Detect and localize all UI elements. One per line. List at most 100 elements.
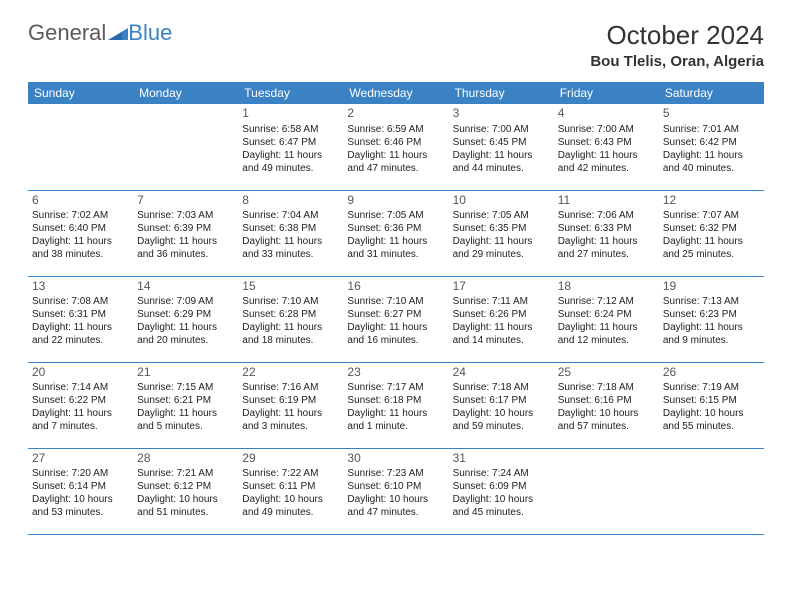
sunset-text: Sunset: 6:33 PM: [558, 222, 655, 235]
sunrise-text: Sunrise: 7:08 AM: [32, 295, 129, 308]
calendar-day-cell: 20Sunrise: 7:14 AMSunset: 6:22 PMDayligh…: [28, 362, 133, 448]
day-number: 28: [137, 451, 234, 467]
daylight-text: Daylight: 10 hours and 49 minutes.: [242, 493, 339, 519]
day-number: 9: [347, 193, 444, 209]
calendar-week-row: 20Sunrise: 7:14 AMSunset: 6:22 PM Dayligh…: [28, 362, 764, 448]
calendar-day-cell: 19Sunrise: 7:13 AMSunset: 6:23 PMDayligh…: [659, 276, 764, 362]
day-number: 26: [663, 365, 760, 381]
calendar-week-row: 13Sunrise: 7:08 AMSunset: 6:31 PM Dayligh…: [28, 276, 764, 362]
calendar-day-cell: 26Sunrise: 7:19 AMSunset: 6:15 PMDayligh…: [659, 362, 764, 448]
sunrise-text: Sunrise: 7:16 AM: [242, 381, 339, 394]
day-number: 4: [558, 106, 655, 122]
weekday-header: Wednesday: [343, 82, 448, 104]
calendar-day-cell: 6Sunrise: 7:02 AMSunset: 6:40 PMDaylight…: [28, 190, 133, 276]
calendar-day-cell: 24Sunrise: 7:18 AMSunset: 6:17 PMDayligh…: [449, 362, 554, 448]
calendar-week-row: 27Sunrise: 7:20 AMSunset: 6:14 PMDayligh…: [28, 448, 764, 534]
sunrise-text: Sunrise: 7:12 AM: [558, 295, 655, 308]
sunrise-text: Sunrise: 7:17 AM: [347, 381, 444, 394]
day-number: 8: [242, 193, 339, 209]
sunset-text: Sunset: 6:26 PM: [453, 308, 550, 321]
day-number: 12: [663, 193, 760, 209]
day-number: 21: [137, 365, 234, 381]
sunset-text: Sunset: 6:22 PM: [32, 394, 129, 407]
calendar-day-cell: 21Sunrise: 7:15 AMSunset: 6:21 PMDayligh…: [133, 362, 238, 448]
day-number: 14: [137, 279, 234, 295]
calendar-day-cell: 18Sunrise: 7:12 AMSunset: 6:24 PMDayligh…: [554, 276, 659, 362]
day-number: 23: [347, 365, 444, 381]
daylight-text: Daylight: 10 hours and 51 minutes.: [137, 493, 234, 519]
daylight-text: Daylight: 11 hours and 14 minutes.: [453, 321, 550, 347]
day-number: 24: [453, 365, 550, 381]
weekday-header: Monday: [133, 82, 238, 104]
sunrise-text: Sunrise: 7:03 AM: [137, 209, 234, 222]
calendar-day-cell: 10Sunrise: 7:05 AMSunset: 6:35 PMDayligh…: [449, 190, 554, 276]
calendar-day-cell: 22Sunrise: 7:16 AMSunset: 6:19 PMDayligh…: [238, 362, 343, 448]
sunset-text: Sunset: 6:11 PM: [242, 480, 339, 493]
calendar-day-cell: 7Sunrise: 7:03 AMSunset: 6:39 PMDaylight…: [133, 190, 238, 276]
sunrise-text: Sunrise: 7:10 AM: [347, 295, 444, 308]
day-number: 6: [32, 193, 129, 209]
sunset-text: Sunset: 6:21 PM: [137, 394, 234, 407]
calendar-week-row: 1Sunrise: 6:58 AMSunset: 6:47 PMDaylight…: [28, 104, 764, 190]
sunset-text: Sunset: 6:31 PM: [32, 308, 129, 321]
sunrise-text: Sunrise: 7:01 AM: [663, 123, 760, 136]
sunset-text: Sunset: 6:16 PM: [558, 394, 655, 407]
sunrise-text: Sunrise: 7:14 AM: [32, 381, 129, 394]
sunset-text: Sunset: 6:47 PM: [242, 136, 339, 149]
sunrise-text: Sunrise: 7:04 AM: [242, 209, 339, 222]
sunset-text: Sunset: 6:23 PM: [663, 308, 760, 321]
daylight-text: Daylight: 11 hours and 27 minutes.: [558, 235, 655, 261]
calendar-day-cell: 2Sunrise: 6:59 AMSunset: 6:46 PMDaylight…: [343, 104, 448, 190]
sunrise-text: Sunrise: 7:05 AM: [347, 209, 444, 222]
day-number: 19: [663, 279, 760, 295]
sunset-text: Sunset: 6:46 PM: [347, 136, 444, 149]
weekday-header: Friday: [554, 82, 659, 104]
sunrise-text: Sunrise: 7:07 AM: [663, 209, 760, 222]
weekday-header: Saturday: [659, 82, 764, 104]
day-number: 27: [32, 451, 129, 467]
sunrise-text: Sunrise: 7:00 AM: [558, 123, 655, 136]
day-number: 20: [32, 365, 129, 381]
daylight-text: Daylight: 10 hours and 45 minutes.: [453, 493, 550, 519]
calendar-day-cell: 23Sunrise: 7:17 AMSunset: 6:18 PMDayligh…: [343, 362, 448, 448]
brand-logo: General Blue: [28, 20, 172, 46]
day-number: 13: [32, 279, 129, 295]
sunrise-text: Sunrise: 7:06 AM: [558, 209, 655, 222]
daylight-text: Daylight: 10 hours and 55 minutes.: [663, 407, 760, 433]
daylight-text: Daylight: 11 hours and 36 minutes.: [137, 235, 234, 261]
calendar-day-cell: 17Sunrise: 7:11 AMSunset: 6:26 PMDayligh…: [449, 276, 554, 362]
calendar-day-cell: 9Sunrise: 7:05 AMSunset: 6:36 PMDaylight…: [343, 190, 448, 276]
sunset-text: Sunset: 6:38 PM: [242, 222, 339, 235]
day-number: 11: [558, 193, 655, 209]
weekday-header: Tuesday: [238, 82, 343, 104]
calendar-day-cell: 11Sunrise: 7:06 AMSunset: 6:33 PMDayligh…: [554, 190, 659, 276]
daylight-text: Daylight: 10 hours and 59 minutes.: [453, 407, 550, 433]
day-number: 5: [663, 106, 760, 122]
sunset-text: Sunset: 6:29 PM: [137, 308, 234, 321]
sunset-text: Sunset: 6:28 PM: [242, 308, 339, 321]
day-number: 17: [453, 279, 550, 295]
sunset-text: Sunset: 6:27 PM: [347, 308, 444, 321]
daylight-text: Daylight: 11 hours and 49 minutes.: [242, 149, 339, 175]
sunset-text: Sunset: 6:36 PM: [347, 222, 444, 235]
calendar-day-cell: 30Sunrise: 7:23 AMSunset: 6:10 PMDayligh…: [343, 448, 448, 534]
daylight-text: Daylight: 11 hours and 38 minutes.: [32, 235, 129, 261]
weekday-header: Sunday: [28, 82, 133, 104]
calendar-day-cell: 8Sunrise: 7:04 AMSunset: 6:38 PMDaylight…: [238, 190, 343, 276]
calendar-day-cell: 3Sunrise: 7:00 AMSunset: 6:45 PMDaylight…: [449, 104, 554, 190]
calendar-day-cell: [133, 104, 238, 190]
day-number: 15: [242, 279, 339, 295]
sunrise-text: Sunrise: 7:10 AM: [242, 295, 339, 308]
sunrise-text: Sunrise: 7:18 AM: [558, 381, 655, 394]
sunset-text: Sunset: 6:35 PM: [453, 222, 550, 235]
sunrise-text: Sunrise: 7:09 AM: [137, 295, 234, 308]
sunset-text: Sunset: 6:40 PM: [32, 222, 129, 235]
calendar-table: Sunday Monday Tuesday Wednesday Thursday…: [28, 82, 764, 535]
day-number: 3: [453, 106, 550, 122]
day-number: 7: [137, 193, 234, 209]
month-title: October 2024: [590, 20, 764, 51]
daylight-text: Daylight: 10 hours and 57 minutes.: [558, 407, 655, 433]
day-number: 1: [242, 106, 339, 122]
sunrise-text: Sunrise: 7:05 AM: [453, 209, 550, 222]
calendar-day-cell: 14Sunrise: 7:09 AMSunset: 6:29 PMDayligh…: [133, 276, 238, 362]
